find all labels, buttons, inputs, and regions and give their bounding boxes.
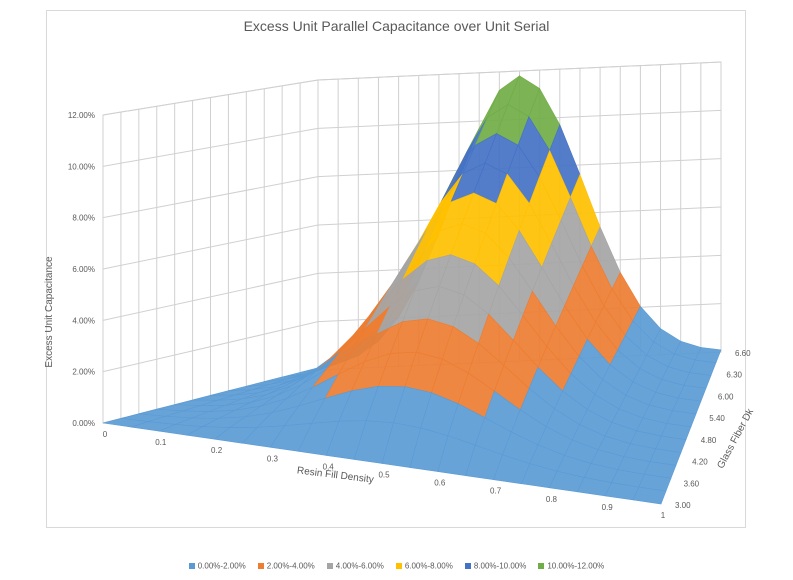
z-tick-label: 10.00% — [68, 162, 95, 171]
y-tick-label: 5.40 — [709, 414, 725, 423]
y-tick-label: 6.00 — [718, 392, 734, 401]
legend-swatch — [464, 562, 471, 569]
x-tick-label: 0.2 — [211, 446, 223, 455]
legend-item: 10.00%-12.00% — [538, 561, 604, 570]
y-tick-label: 4.80 — [701, 436, 717, 445]
z-tick-label: 2.00% — [72, 368, 95, 377]
gridline — [102, 109, 722, 167]
z-tick-label: 4.00% — [72, 316, 95, 325]
x-tick-label: 0.1 — [155, 438, 167, 447]
legend-swatch — [188, 562, 195, 569]
legend-swatch — [538, 562, 545, 569]
z-tick-label: 6.00% — [72, 265, 95, 274]
x-tick-label: 0.4 — [323, 462, 335, 471]
legend-label: 0.00%-2.00% — [197, 561, 246, 571]
legend-swatch — [395, 562, 402, 569]
z-axis-label: Excess Unit Capacitance — [44, 256, 55, 368]
legend-label: 2.00%-4.00% — [266, 561, 315, 571]
legend-item: 2.00%-4.00% — [257, 561, 315, 571]
surface-plot: 0.00%2.00%4.00%6.00%8.00%10.00%12.00% 00… — [44, 61, 757, 520]
legend-item: 8.00%-10.00% — [464, 561, 527, 571]
surface — [102, 74, 722, 505]
x-tick-label: 0.9 — [602, 503, 614, 512]
z-tick-label: 12.00% — [68, 111, 95, 120]
x-tick-label: 0.8 — [546, 495, 558, 504]
z-tick-label: 8.00% — [72, 214, 95, 223]
z-tick-label: 0.00% — [72, 419, 95, 428]
x-tick-label: 0.7 — [490, 487, 502, 496]
x-axis-label: Resin Fill Density — [296, 465, 374, 485]
legend-label: 4.00%-6.00% — [335, 561, 384, 571]
legend-item: 0.00%-2.00% — [188, 561, 246, 571]
x-tick-label: 0.5 — [378, 471, 390, 480]
z-axis-ticks: 0.00% 2.00% 4.00% 6.00% 8.00% 10.00% 12.00% — [68, 111, 95, 428]
y-tick-label: 3.00 — [675, 501, 691, 510]
y-tick-label: 6.30 — [726, 371, 742, 380]
x-tick-label: 1 — [661, 511, 666, 520]
legend-swatch — [326, 562, 333, 569]
x-axis-ticks: 0 0.1 0.2 0.3 0.4 0.5 0.6 0.7 0.8 0.9 1 — [103, 430, 666, 520]
legend-label: 6.00%-8.00% — [404, 561, 453, 571]
surface-patch — [632, 486, 667, 505]
legend: 0.00%-2.00% 2.00%-4.00% 4.00%-6.00% 6.00%-8… — [0, 561, 793, 570]
x-tick-label: 0 — [103, 430, 108, 439]
x-tick-label: 0.6 — [434, 479, 446, 488]
chart-title: Excess Unit Parallel Capacitance over Un… — [243, 18, 550, 34]
y-tick-label: 4.20 — [692, 458, 708, 467]
legend-label: 8.00%-10.00% — [473, 561, 527, 571]
gridline — [102, 61, 722, 116]
y-tick-label: 6.60 — [735, 349, 751, 358]
legend-item: 6.00%-8.00% — [395, 561, 453, 571]
y-axis-ticks: 3.00 3.60 4.20 4.80 5.40 6.00 6.30 6.60 — [675, 349, 751, 510]
gridline — [102, 158, 722, 219]
x-tick-label: 0.3 — [267, 454, 279, 463]
legend-label: 10.00%-12.00% — [547, 561, 605, 571]
legend-swatch — [257, 562, 264, 569]
y-tick-label: 3.60 — [684, 479, 700, 488]
legend-item: 4.00%-6.00% — [326, 561, 384, 571]
